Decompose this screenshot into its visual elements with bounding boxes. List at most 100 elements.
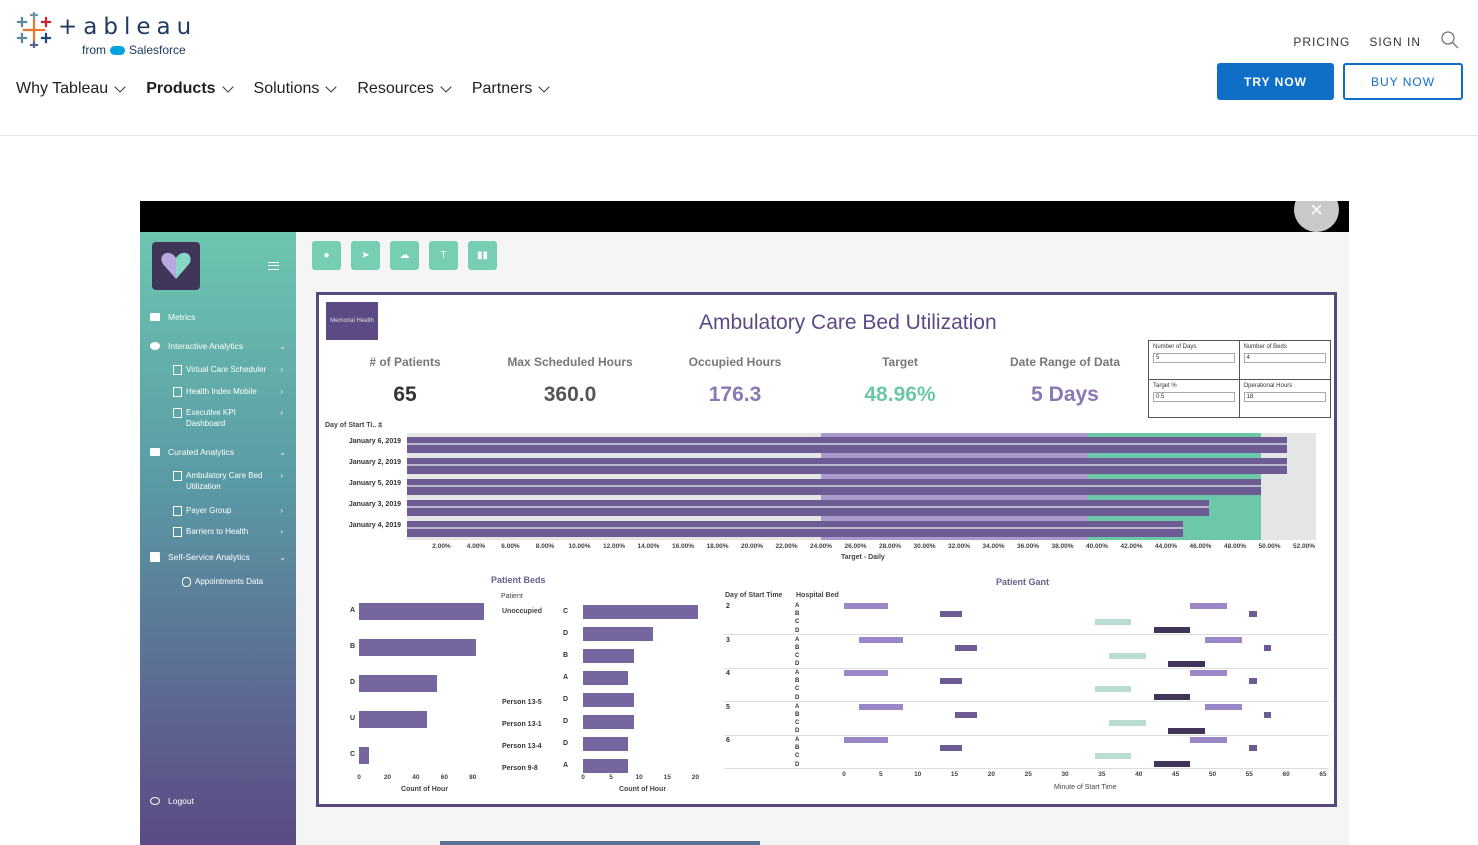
toolbar-pause-button[interactable]: ▮▮ — [468, 241, 497, 270]
pricing-link[interactable]: PRICING — [1293, 34, 1351, 49]
gantt-segment — [1153, 627, 1191, 633]
sidebar-item-label: Self-Service Analytics — [168, 552, 250, 562]
sidebar-item-ambulatory-care[interactable]: Ambulatory Care Bed Utilization › — [173, 470, 283, 492]
util-x-tick: 10.00% — [568, 543, 591, 550]
sidebar-item-health-index-mobile[interactable]: Health Index Mobile › — [173, 386, 283, 397]
sidebar-item-executive-kpi[interactable]: Executive KPI Dashboard › — [173, 407, 283, 429]
param-number-of-beds: Number of Beds 4 — [1240, 341, 1331, 379]
search-icon[interactable] — [1440, 30, 1460, 53]
util-x-tick: 32.00% — [947, 543, 971, 550]
util-bar-stripe — [407, 443, 1287, 445]
beds-bar — [359, 711, 428, 728]
util-x-tick: 12.00% — [602, 543, 626, 550]
chevron-right-icon: › — [280, 471, 283, 480]
inner-x-tick: 0 — [581, 774, 585, 781]
bed-hours-bar — [583, 693, 634, 707]
sidebar-item-curated-analytics[interactable]: Curated Analytics ⌄ — [150, 447, 286, 457]
chevron-down-icon: ⌄ — [279, 552, 286, 562]
nav-solutions[interactable]: Solutions — [254, 80, 338, 98]
sidebar-item-label: Payer Group — [186, 506, 232, 515]
dashboard-icon — [173, 506, 182, 516]
toolbar-filter-button[interactable]: T — [429, 241, 458, 270]
gantt-bed-label: C — [795, 686, 800, 693]
video-progress-bar[interactable] — [440, 841, 760, 845]
gantt-bed-label: A — [795, 603, 800, 609]
hamburger-menu-icon[interactable] — [268, 262, 279, 270]
globe-icon — [150, 342, 160, 350]
sidebar-item-barriers-to-health[interactable]: Barriers to Health › — [173, 526, 283, 537]
logo-tagline: from Salesforce — [82, 43, 186, 57]
inner-bed-label: A — [563, 762, 569, 769]
gantt-segment — [1264, 644, 1272, 651]
gantt-x-tick: 20 — [987, 771, 995, 778]
param-label: Target % — [1153, 382, 1177, 389]
kpi-label: Occupied Hours — [688, 355, 782, 369]
gantt-segment — [939, 678, 962, 684]
util-row-label: January 6, 2019 — [348, 438, 401, 445]
sign-in-link[interactable]: SIGN IN — [1369, 34, 1421, 49]
sidebar-item-appointments-data[interactable]: Appointments Data — [182, 576, 292, 587]
tableau-logo[interactable]: +ableau from Salesforce — [16, 10, 197, 57]
chevron-right-icon: › — [280, 527, 283, 536]
gantt-bed-label: C — [795, 652, 800, 659]
param-input[interactable]: 4 — [1243, 353, 1326, 363]
kpi-label: Date Range of Data — [1009, 355, 1121, 369]
sidebar-item-label: Ambulatory Care Bed Utilization — [186, 471, 263, 492]
filter-icon: T — [440, 250, 447, 261]
toolbar-share-button[interactable]: ➤ — [351, 241, 380, 270]
buy-now-button[interactable]: BUY NOW — [1343, 63, 1463, 100]
gantt-day-label: 3 — [726, 636, 730, 644]
utility-nav: PRICING SIGN IN — [1293, 30, 1460, 53]
gantt-segment — [1094, 686, 1132, 692]
param-input[interactable]: 18 — [1243, 391, 1326, 402]
try-now-button[interactable]: TRY NOW — [1217, 63, 1334, 100]
sidebar-item-virtual-care-scheduler[interactable]: Virtual Care Scheduler › — [173, 364, 283, 375]
sidebar-item-logout[interactable]: Logout — [150, 796, 286, 806]
send-icon: ➤ — [361, 250, 370, 261]
sidebar-item-label: Health Index Mobile — [186, 387, 257, 396]
gantt-bed-label: C — [795, 753, 800, 760]
heart-logo-icon[interactable] — [152, 242, 200, 290]
nav-partners[interactable]: Partners — [472, 80, 550, 98]
gantt-segment — [1205, 703, 1242, 710]
sidebar-item-metrics[interactable]: Metrics — [150, 312, 286, 322]
gantt-bed-label: D — [795, 627, 800, 634]
inner-bed-label: D — [563, 740, 569, 747]
nav-why-tableau[interactable]: Why Tableau — [16, 80, 126, 98]
gantt-x-tick: 55 — [1245, 771, 1253, 778]
sidebar-item-interactive-analytics[interactable]: Interactive Analytics ⌄ — [150, 341, 286, 351]
toolbar-download-button[interactable]: ☁ — [390, 241, 419, 270]
param-input[interactable]: 0.5 — [1153, 391, 1235, 402]
nav-products[interactable]: Products — [146, 80, 234, 98]
gantt-x-tick: 65 — [1319, 771, 1327, 778]
util-x-tick: 20.00% — [740, 543, 764, 550]
sidebar-item-self-service[interactable]: Self-Service Analytics ⌄ — [150, 552, 286, 562]
beds-row-label: C — [350, 751, 356, 758]
nav-resources[interactable]: Resources — [357, 80, 452, 98]
gantt-x-tick: 5 — [879, 771, 883, 778]
util-x-tick: 38.00% — [1051, 543, 1074, 550]
beds-x-tick: 40 — [412, 774, 420, 781]
kpi-value: 5 Days — [1031, 383, 1099, 406]
toolbar-home-button[interactable]: ● — [312, 241, 341, 270]
util-x-tick: 8.00% — [535, 543, 555, 550]
kpi-patients: # of Patients 65 — [330, 355, 480, 407]
gant-dim2-label: Hospital Bed — [796, 592, 839, 599]
person-label: Person 13-4 — [502, 743, 542, 750]
inner-bed-label: D — [563, 630, 569, 637]
gantt-segment — [1153, 761, 1191, 767]
gantt-segment — [1109, 719, 1147, 726]
chevron-down-icon — [538, 81, 550, 93]
close-lightbox-button[interactable]: × — [1294, 201, 1339, 232]
inner-bed-label: A — [563, 674, 569, 681]
param-label: Number of Days — [1153, 344, 1197, 350]
close-icon: × — [1310, 201, 1323, 222]
util-x-tick: 4.00% — [466, 543, 486, 550]
gantt-bed-label: D — [795, 728, 800, 735]
gantt-bed-label: B — [795, 611, 800, 618]
chevron-down-icon — [325, 81, 338, 93]
util-x-tick: 30.00% — [913, 543, 936, 550]
sidebar-item-payer-group[interactable]: Payer Group › — [173, 505, 283, 516]
param-input[interactable]: 5 — [1153, 353, 1235, 363]
